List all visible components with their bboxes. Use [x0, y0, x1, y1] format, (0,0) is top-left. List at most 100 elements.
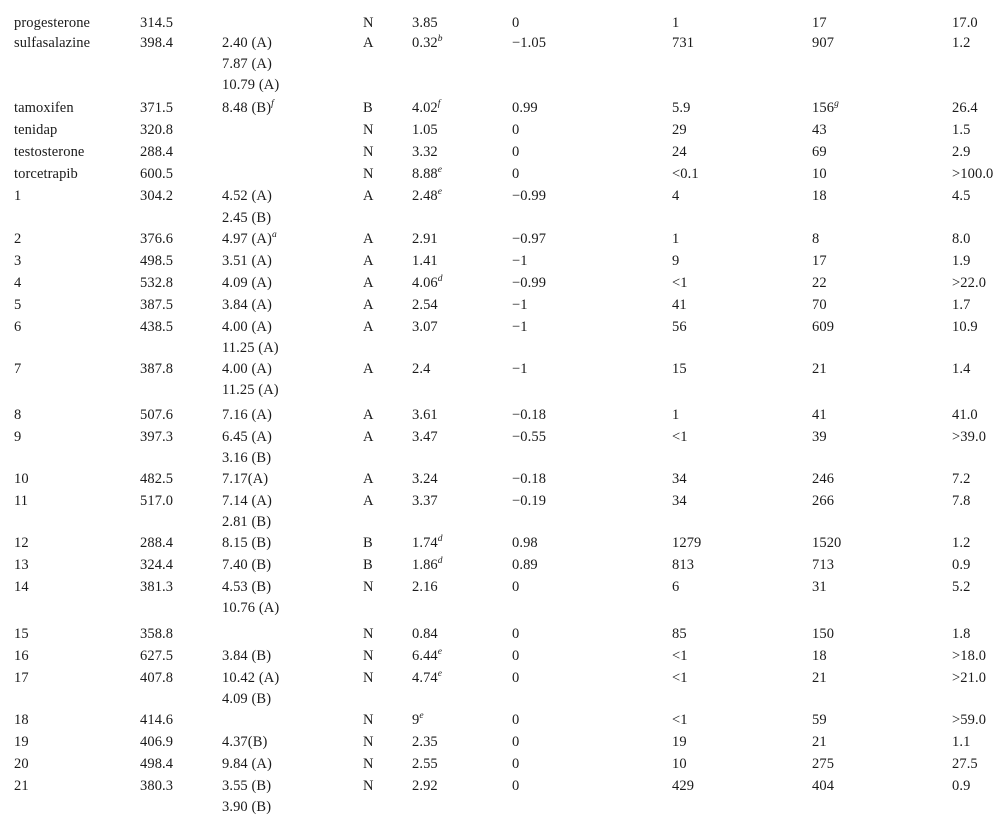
- charge-value: 0: [512, 670, 520, 686]
- ionization-class: A: [363, 35, 374, 51]
- solubility-1: <1: [672, 429, 688, 445]
- ionization-class: N: [363, 670, 374, 686]
- pka-value: 8.48 (B)f: [222, 99, 274, 116]
- compound-name: 16: [14, 648, 29, 664]
- table-row: 12 288.4 8.15 (B) B 1.74d 0.98 1279 1520 1.2: [0, 532, 1006, 554]
- table-row: 4 532.8 4.09 (A) A 4.06d −0.99 <1 22 >22.0: [0, 272, 1006, 294]
- ionization-class: N: [363, 144, 374, 160]
- pka-value: 4.09 (A): [222, 275, 272, 291]
- table-row: 21 380.3 3.55 (B) N 2.92 0 429 404 0.9: [0, 775, 1006, 797]
- compound-name: 18: [14, 712, 29, 728]
- compound-name: sulfasalazine: [14, 35, 91, 51]
- charge-value: −1.05: [512, 35, 547, 51]
- molecular-weight: 324.4: [140, 557, 174, 573]
- solubility-2: 10: [812, 166, 827, 182]
- footnote-marker: e: [437, 669, 442, 680]
- ionization-class: A: [363, 361, 374, 377]
- solubility-1: 41: [672, 297, 687, 313]
- table-row: 9 397.3 6.45 (A) A 3.47 −0.55 <1 39 >39.0: [0, 426, 1006, 448]
- table-row: 18 414.6 N 9e 0 <1 59 >59.0: [0, 709, 1006, 731]
- charge-value: −0.18: [512, 471, 547, 487]
- solubility-1: 6: [672, 579, 680, 595]
- logp-value: 4.06d: [412, 274, 443, 291]
- ionization-class: A: [363, 471, 374, 487]
- solubility-ratio: >21.0: [952, 670, 987, 686]
- compound-name: 8: [14, 407, 22, 423]
- solubility-1: 813: [672, 557, 695, 573]
- logp-value: 2.54: [412, 297, 438, 313]
- compound-name: 5: [14, 297, 22, 313]
- solubility-ratio: 4.5: [952, 188, 971, 204]
- charge-value: −0.18: [512, 407, 547, 423]
- logp-value: 3.37: [412, 493, 438, 509]
- logp-value: 3.07: [412, 319, 438, 335]
- logp-value: 9e: [412, 711, 424, 728]
- footnote-marker: a: [271, 230, 277, 241]
- pka-value: 7.40 (B): [222, 557, 272, 573]
- table-row: 2.45 (B): [0, 207, 1006, 229]
- solubility-2: 21: [812, 670, 827, 686]
- table-row: 15 358.8 N 0.84 0 85 150 1.8: [0, 623, 1006, 645]
- molecular-weight: 407.8: [140, 670, 174, 686]
- logp-value: 0.32b: [412, 34, 443, 51]
- solubility-1: 34: [672, 493, 687, 509]
- charge-value: 0.89: [512, 557, 538, 573]
- compound-name: 7: [14, 361, 22, 377]
- table-row: 3.16 (B): [0, 447, 1006, 469]
- molecular-weight: 304.2: [140, 188, 174, 204]
- pka-value: 7.87 (A): [222, 56, 272, 72]
- ionization-class: N: [363, 626, 374, 642]
- compound-name: 10: [14, 471, 29, 487]
- molecular-weight: 532.8: [140, 275, 174, 291]
- ionization-class: A: [363, 275, 374, 291]
- charge-value: −0.55: [512, 429, 547, 445]
- footnote-marker: f: [271, 99, 274, 110]
- charge-value: 0: [512, 122, 520, 138]
- pka-value: 3.84 (A): [222, 297, 272, 313]
- molecular-weight: 381.3: [140, 579, 174, 595]
- solubility-ratio: 1.5: [952, 122, 971, 138]
- table-row: 11.25 (A): [0, 379, 1006, 401]
- compound-name: 12: [14, 535, 29, 551]
- ionization-class: N: [363, 166, 374, 182]
- table-row: 20 498.4 9.84 (A) N 2.55 0 10 275 27.5: [0, 753, 1006, 775]
- pka-value: 9.84 (A): [222, 756, 272, 772]
- compound-name: tamoxifen: [14, 100, 74, 116]
- charge-value: 0.98: [512, 535, 538, 551]
- solubility-1: 15: [672, 361, 687, 377]
- solubility-2: 246: [812, 471, 835, 487]
- logp-value: 2.55: [412, 756, 438, 772]
- molecular-weight: 288.4: [140, 535, 174, 551]
- molecular-weight: 507.6: [140, 407, 174, 423]
- charge-value: −1: [512, 253, 528, 269]
- solubility-2: 1520: [812, 535, 842, 551]
- table-row: 10.76 (A): [0, 597, 1006, 619]
- solubility-1: 731: [672, 35, 695, 51]
- solubility-ratio: 5.2: [952, 579, 971, 595]
- charge-value: 0: [512, 712, 520, 728]
- table-row: 2.81 (B): [0, 511, 1006, 533]
- footnote-marker: d: [437, 556, 443, 567]
- ionization-class: B: [363, 100, 373, 116]
- molecular-weight: 376.6: [140, 231, 174, 247]
- molecular-weight: 517.0: [140, 493, 174, 509]
- pka-value: 8.15 (B): [222, 535, 272, 551]
- pka-value: 3.55 (B): [222, 778, 272, 794]
- molecular-weight: 387.8: [140, 361, 174, 377]
- solubility-1: 85: [672, 626, 687, 642]
- compound-name: 14: [14, 579, 29, 595]
- solubility-2: 43: [812, 122, 827, 138]
- compound-name: 2: [14, 231, 22, 247]
- solubility-2: 404: [812, 778, 835, 794]
- compound-name: torcetrapib: [14, 166, 78, 182]
- molecular-weight: 314.5: [140, 15, 174, 31]
- solubility-2: 8: [812, 231, 820, 247]
- solubility-1: <1: [672, 712, 688, 728]
- ionization-class: N: [363, 579, 374, 595]
- molecular-weight: 482.5: [140, 471, 174, 487]
- solubility-2: 609: [812, 319, 835, 335]
- pka-value: 3.51 (A): [222, 253, 272, 269]
- ionization-class: A: [363, 429, 374, 445]
- compound-name: 9: [14, 429, 22, 445]
